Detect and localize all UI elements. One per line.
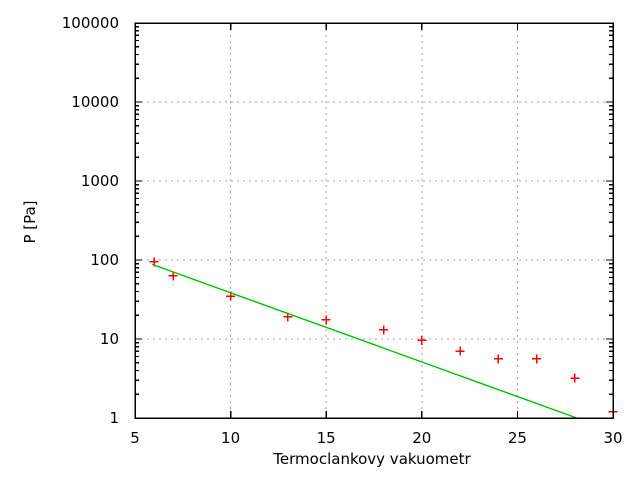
data-point-marker — [379, 325, 389, 335]
axis-ticks — [134, 22, 614, 419]
fit-line-path — [151, 263, 577, 419]
x-tick-label: 10 — [221, 429, 240, 447]
data-point-marker — [168, 271, 178, 281]
series-measured-points — [149, 257, 618, 417]
x-tick-label: 15 — [317, 429, 336, 447]
x-tick-label: 25 — [508, 429, 527, 447]
data-point-marker — [570, 373, 580, 383]
data-point-marker — [321, 315, 331, 325]
y-tick-label: 100000 — [62, 14, 119, 32]
data-point-marker — [417, 335, 427, 345]
y-tick-label: 1 — [109, 409, 119, 427]
plot-border — [134, 22, 614, 419]
data-point-marker — [532, 354, 542, 364]
series-fit-line — [151, 263, 577, 419]
y-tick-label: 1000 — [81, 172, 119, 190]
y-axis-title: P [Pa] — [21, 200, 39, 244]
x-axis-title: Termoclankovy vakuometr — [273, 450, 471, 468]
data-point-marker — [493, 354, 503, 364]
x-tick-label: 5 — [130, 429, 140, 447]
x-tick-label: 20 — [412, 429, 431, 447]
y-tick-label: 100 — [90, 251, 119, 269]
x-tick-label: 30 — [603, 429, 622, 447]
y-tick-label: 10 — [100, 330, 119, 348]
data-point-marker — [455, 346, 465, 356]
gridlines — [135, 23, 613, 418]
y-tick-labels: 1 10 100 1000 10000 100000 — [62, 14, 119, 427]
y-tick-label: 10000 — [71, 93, 119, 111]
x-tick-labels: 5 10 15 20 25 30 — [130, 429, 622, 447]
